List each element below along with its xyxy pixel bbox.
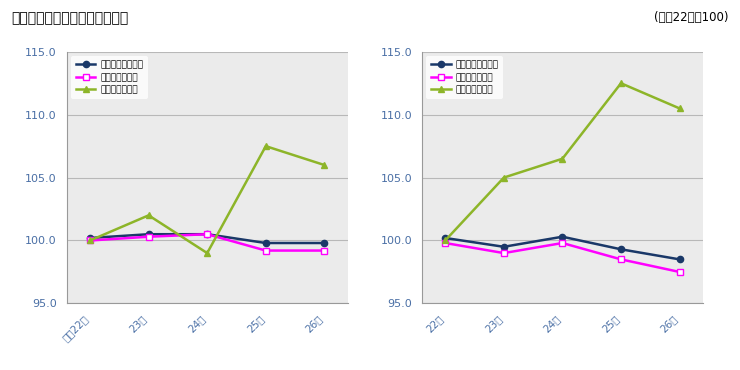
- 総実労働時間指数: [616, 247, 625, 252]
- 所定外時間指数: [86, 238, 95, 243]
- 所定外時間指数: [320, 163, 329, 167]
- 総実労働時間指数: [500, 245, 508, 249]
- Line: 所定内時間指数: 所定内時間指数: [442, 240, 683, 275]
- 総実労働時間指数: [320, 241, 329, 245]
- 総実労働時間指数: [675, 257, 684, 262]
- 総実労働時間指数: [203, 232, 212, 236]
- 所定内時間指数: [500, 251, 508, 255]
- Legend: 総実労働時間指数, 所定内時間指数, 所定外時間指数: 総実労働時間指数, 所定内時間指数, 所定外時間指数: [71, 56, 147, 99]
- 総実労働時間指数: [261, 241, 270, 245]
- 所定外時間指数: [616, 81, 625, 85]
- 所定内時間指数: [86, 238, 95, 243]
- 総実労働時間指数: [441, 236, 450, 240]
- 所定外時間指数: [203, 251, 212, 255]
- 所定内時間指数: [261, 248, 270, 253]
- Legend: 総実労働時間指数, 所定内時間指数, 所定外時間指数: 総実労働時間指数, 所定内時間指数, 所定外時間指数: [426, 56, 502, 99]
- Text: 図２－１　労働時間指数の推移: 図２－１ 労働時間指数の推移: [11, 11, 128, 25]
- 総実労働時間指数: [558, 235, 567, 239]
- Line: 総実労働時間指数: 総実労働時間指数: [442, 233, 683, 262]
- 所定内時間指数: [558, 241, 567, 245]
- 所定内時間指数: [320, 248, 329, 253]
- 所定外時間指数: [261, 144, 270, 148]
- Line: 総実労働時間指数: 総実労働時間指数: [87, 231, 328, 246]
- 所定内時間指数: [203, 232, 212, 236]
- 所定外時間指数: [144, 213, 153, 218]
- 所定外時間指数: [500, 175, 508, 180]
- 所定内時間指数: [675, 270, 684, 274]
- 所定内時間指数: [144, 235, 153, 239]
- 所定外時間指数: [675, 106, 684, 111]
- 総実労働時間指数: [86, 236, 95, 240]
- 総実労働時間指数: [144, 232, 153, 236]
- 所定外時間指数: [441, 238, 450, 243]
- Text: (平成22年＝100): (平成22年＝100): [654, 11, 729, 24]
- 所定内時間指数: [441, 241, 450, 245]
- Line: 所定外時間指数: 所定外時間指数: [442, 80, 683, 244]
- 所定外時間指数: [558, 157, 567, 161]
- Line: 所定内時間指数: 所定内時間指数: [87, 231, 328, 254]
- Line: 所定外時間指数: 所定外時間指数: [87, 143, 328, 256]
- 所定内時間指数: [616, 257, 625, 262]
